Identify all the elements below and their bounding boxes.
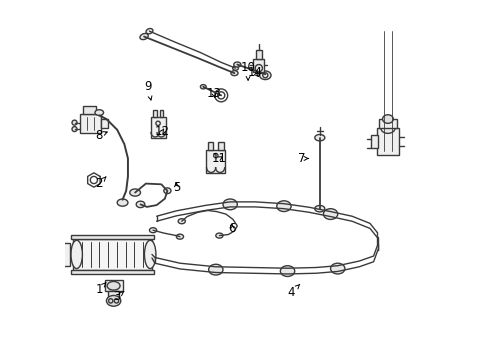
Bar — [205, 149, 225, 173]
Bar — [71, 270, 153, 274]
Text: 14: 14 — [247, 66, 262, 79]
Ellipse shape — [314, 134, 324, 141]
Text: 9: 9 — [143, 80, 152, 100]
Ellipse shape — [144, 240, 156, 269]
Ellipse shape — [136, 201, 144, 208]
Text: 13: 13 — [206, 87, 221, 100]
Ellipse shape — [382, 115, 392, 123]
Bar — [253, 59, 264, 72]
Bar — [376, 128, 398, 155]
Text: 5: 5 — [172, 181, 180, 194]
Ellipse shape — [178, 219, 185, 224]
Ellipse shape — [314, 206, 324, 212]
Ellipse shape — [149, 228, 156, 233]
Ellipse shape — [280, 266, 294, 276]
Bar — [73, 239, 152, 270]
Text: 10: 10 — [240, 60, 255, 80]
Text: 6: 6 — [228, 222, 235, 235]
Text: 3: 3 — [113, 290, 123, 303]
Bar — [153, 110, 157, 117]
Bar — [255, 50, 261, 59]
Ellipse shape — [230, 71, 238, 76]
Ellipse shape — [146, 28, 153, 34]
Ellipse shape — [208, 264, 223, 275]
Bar — [80, 114, 101, 134]
Ellipse shape — [233, 62, 241, 67]
Ellipse shape — [176, 234, 183, 239]
Bar — [62, 243, 70, 266]
Bar — [71, 235, 153, 239]
Circle shape — [72, 120, 77, 125]
Ellipse shape — [106, 296, 121, 306]
Bar — [378, 119, 396, 128]
Ellipse shape — [323, 209, 337, 220]
Bar — [159, 110, 163, 117]
Text: 11: 11 — [211, 152, 226, 165]
Ellipse shape — [107, 282, 120, 290]
Ellipse shape — [117, 199, 128, 206]
Bar — [101, 119, 108, 128]
Ellipse shape — [380, 123, 394, 134]
Bar — [218, 141, 223, 149]
Ellipse shape — [200, 85, 206, 89]
Ellipse shape — [71, 240, 82, 269]
Text: 4: 4 — [287, 284, 299, 300]
Text: 12: 12 — [154, 125, 169, 138]
Bar — [83, 106, 96, 114]
Ellipse shape — [276, 201, 290, 212]
Bar — [370, 135, 377, 148]
Bar — [207, 141, 212, 149]
Ellipse shape — [215, 233, 223, 238]
Ellipse shape — [129, 189, 140, 196]
Ellipse shape — [259, 71, 270, 80]
Text: 8: 8 — [95, 129, 107, 142]
Text: 1: 1 — [95, 283, 106, 296]
Text: 2: 2 — [95, 177, 106, 190]
Bar — [104, 280, 122, 291]
Ellipse shape — [95, 110, 103, 116]
Ellipse shape — [140, 33, 148, 40]
Text: 7: 7 — [298, 152, 308, 165]
Ellipse shape — [223, 199, 237, 210]
Circle shape — [72, 127, 77, 132]
Ellipse shape — [163, 188, 171, 194]
Bar — [108, 291, 119, 297]
Bar — [150, 117, 165, 138]
Ellipse shape — [232, 66, 238, 70]
Ellipse shape — [330, 263, 344, 274]
